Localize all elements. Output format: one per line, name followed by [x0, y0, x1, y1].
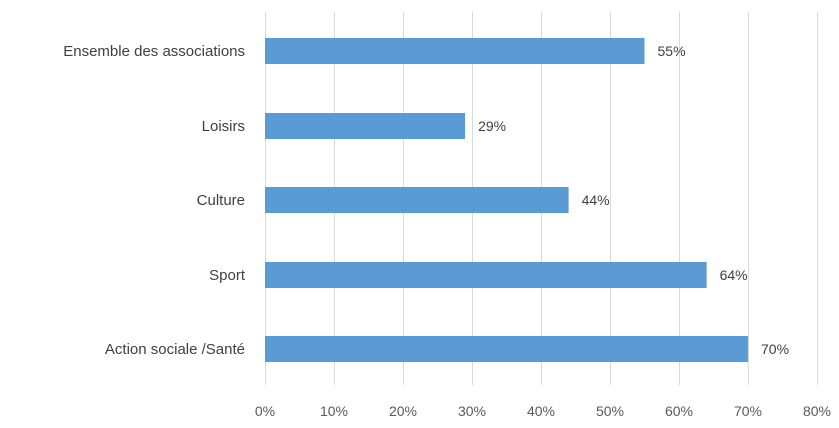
- x-tick-label: 30%: [458, 403, 486, 419]
- x-tick-label: 60%: [665, 403, 693, 419]
- x-tick-label: 70%: [734, 403, 762, 419]
- x-tick-label: 40%: [527, 403, 555, 419]
- data-label: 44%: [582, 192, 610, 208]
- category-label: Action sociale /Santé: [105, 341, 245, 358]
- bar-2: [265, 113, 466, 139]
- data-label: 70%: [761, 341, 789, 357]
- x-tick-label: 0%: [255, 403, 275, 419]
- category-label: Sport: [209, 267, 246, 284]
- bar-4: [265, 262, 707, 288]
- data-label: 64%: [720, 267, 748, 283]
- bar-3: [265, 187, 569, 213]
- category-label: Loisirs: [202, 118, 245, 135]
- x-tick-label: 80%: [803, 403, 831, 419]
- data-label: 55%: [658, 43, 686, 59]
- bar-1: [265, 38, 645, 64]
- labels: 0% 10% 20% 30% 40% 50% 60% 70% 80% Ensemble des a…: [63, 43, 831, 419]
- data-label: 29%: [478, 118, 506, 134]
- x-tick-label: 20%: [389, 403, 417, 419]
- x-tick-label: 50%: [596, 403, 624, 419]
- category-label: Ensemble des associations: [63, 43, 245, 60]
- bar-5: [265, 336, 748, 362]
- bars: [265, 38, 748, 362]
- category-label: Culture: [197, 192, 245, 209]
- x-tick-label: 10%: [320, 403, 348, 419]
